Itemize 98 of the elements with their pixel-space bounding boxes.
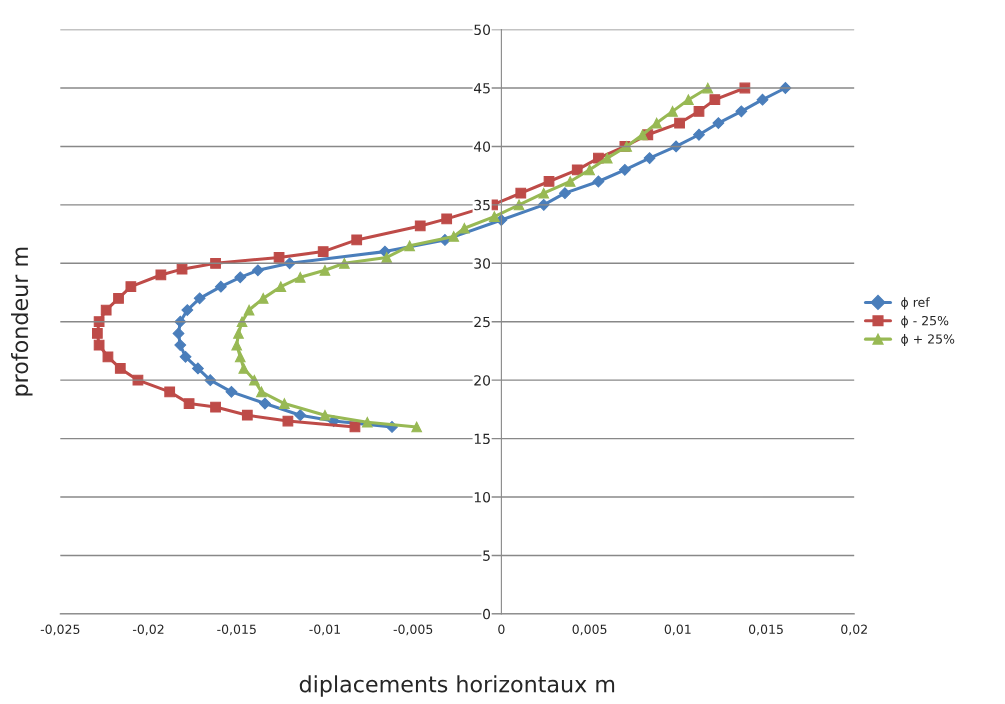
y-tick-label: 45: [473, 83, 490, 94]
point: [174, 339, 187, 352]
point: [164, 386, 176, 398]
point: [193, 292, 206, 305]
point: [441, 213, 453, 225]
point: [172, 327, 185, 340]
point: [693, 105, 705, 117]
point: [458, 222, 470, 234]
point: [735, 105, 748, 118]
point: [558, 187, 571, 200]
point: [712, 117, 725, 129]
point: [249, 374, 260, 386]
point: [404, 240, 416, 252]
point: [674, 117, 685, 129]
point: [643, 152, 656, 165]
point: [183, 398, 195, 409]
point: [571, 164, 583, 176]
y-axis-title: profondeur m: [11, 247, 33, 396]
point: [179, 350, 192, 363]
point: [414, 220, 426, 232]
point: [667, 105, 678, 117]
point: [192, 362, 204, 375]
point: [515, 187, 527, 199]
legend-label: ϕ + 25%: [901, 334, 955, 347]
point: [100, 304, 112, 316]
x-tick-label: 0,02: [841, 624, 867, 636]
y-tick-label: 15: [474, 433, 490, 445]
point: [294, 409, 307, 422]
y-tick-label: 30: [474, 258, 491, 269]
point: [243, 304, 255, 316]
point: [584, 164, 595, 176]
x-tick-label: 0,005: [572, 624, 607, 636]
point: [361, 416, 373, 428]
y-tick-label: 5: [483, 550, 490, 561]
point: [351, 234, 363, 246]
y-tick-label: 35: [474, 199, 490, 211]
point: [102, 351, 114, 363]
point: [592, 175, 605, 188]
point: [294, 271, 306, 283]
point: [231, 339, 243, 351]
point: [125, 281, 137, 293]
legend-label: ϕ ref: [901, 297, 930, 310]
x-tick-label: -0,015: [217, 624, 256, 636]
point: [543, 176, 555, 187]
legend-label: ϕ - 25%: [901, 315, 949, 328]
point: [275, 281, 287, 293]
y-tick-label: 10: [474, 491, 491, 503]
point: [683, 94, 694, 106]
point: [233, 328, 244, 339]
point: [618, 163, 631, 176]
x-tick-label: 0,01: [664, 624, 691, 636]
point: [538, 187, 550, 199]
point: [113, 292, 124, 304]
x-tick-label: -0,01: [309, 624, 340, 636]
point: [448, 231, 460, 242]
point: [210, 401, 221, 413]
point: [238, 363, 250, 374]
point: [234, 271, 247, 284]
x-tick-label: 0: [498, 624, 505, 634]
point: [381, 252, 393, 263]
point: [756, 93, 769, 106]
point: [601, 152, 613, 164]
y-tick-label: 50: [474, 24, 491, 36]
point: [273, 252, 285, 263]
point: [488, 211, 500, 222]
y-tick-label: 25: [474, 316, 490, 328]
point: [114, 363, 126, 374]
point: [411, 421, 423, 433]
point: [319, 409, 331, 421]
x-axis-title: diplacements horizontaux m: [299, 675, 615, 697]
point: [256, 386, 267, 398]
point: [637, 129, 648, 141]
x-tick-label: -0,025: [40, 624, 80, 636]
point: [709, 94, 721, 106]
point: [176, 263, 188, 275]
point: [319, 264, 331, 276]
point: [278, 398, 290, 409]
point: [234, 351, 246, 363]
point: [564, 176, 576, 187]
x-tick-label: 0,015: [748, 624, 783, 636]
point: [317, 246, 329, 257]
y-tick-label: 40: [473, 141, 491, 152]
point: [155, 269, 167, 281]
point: [338, 257, 350, 269]
point: [651, 117, 663, 129]
point: [91, 328, 103, 339]
point: [210, 257, 221, 269]
point: [259, 397, 271, 410]
y-tick-label: 0: [483, 608, 491, 620]
y-tick-label: 20: [474, 375, 491, 386]
point: [241, 409, 253, 421]
point: [214, 280, 227, 293]
point: [225, 385, 238, 398]
point: [251, 264, 264, 277]
x-tick-label: -0,005: [393, 624, 433, 636]
point: [693, 128, 705, 141]
x-tick-label: -0,02: [132, 624, 164, 636]
point: [181, 304, 194, 316]
